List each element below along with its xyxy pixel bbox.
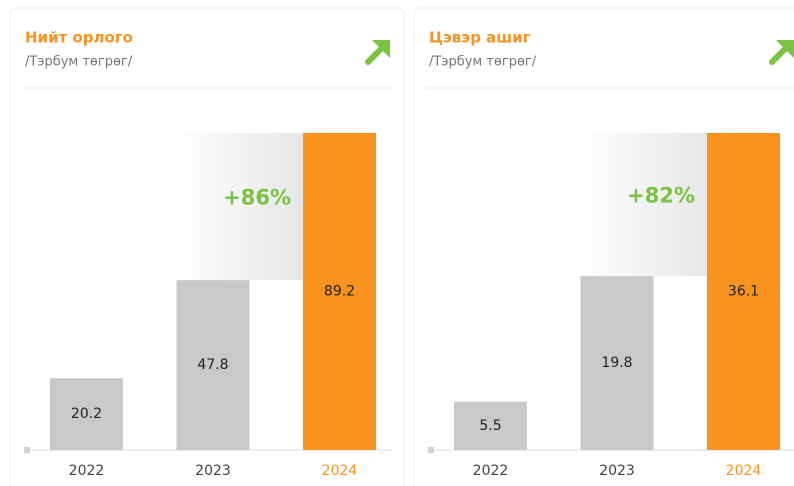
category-label: 2024	[322, 463, 358, 479]
value-label: 47.8	[197, 357, 228, 373]
card-title: Нийт орлого	[25, 29, 133, 47]
trend-arrow-head	[776, 40, 794, 58]
value-label: 19.8	[601, 355, 632, 371]
bar	[580, 276, 654, 450]
category-label: 2023	[599, 463, 635, 479]
baseline-dot	[428, 447, 434, 453]
category-label: 2022	[69, 463, 105, 479]
growth-shade	[580, 133, 707, 277]
growth-annotation: +86%	[223, 186, 291, 210]
trend-arrow-head	[372, 40, 390, 58]
card-title: Цэвэр ашиг	[429, 29, 531, 47]
bar	[454, 401, 527, 450]
category-label: 2024	[726, 463, 762, 479]
growth-annotation: +82%	[627, 184, 695, 208]
value-label: 20.2	[71, 406, 102, 422]
bar	[707, 133, 780, 450]
category-label: 2022	[473, 463, 509, 479]
category-label: 2023	[195, 463, 231, 479]
value-label: 5.5	[479, 418, 501, 434]
growth-shade	[176, 133, 303, 281]
card-subtitle: /Тэрбум төгрөг/	[25, 55, 133, 70]
bar	[303, 133, 376, 450]
value-label: 36.1	[728, 284, 759, 300]
bar	[176, 280, 250, 450]
card-subtitle: /Тэрбум төгрөг/	[429, 55, 537, 70]
value-label: 89.2	[324, 284, 355, 300]
bar	[50, 378, 123, 450]
baseline-dot	[24, 447, 30, 453]
